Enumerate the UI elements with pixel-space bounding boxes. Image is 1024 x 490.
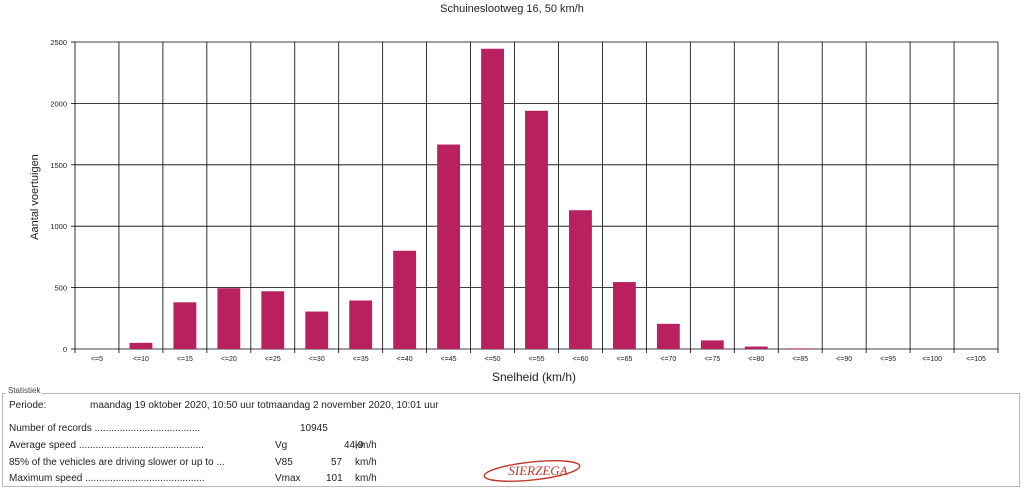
bar (481, 48, 504, 350)
stat-value-records: 10945 (300, 423, 328, 434)
x-tick-label: <=55 (529, 356, 545, 363)
y-tick-label: 2500 (50, 38, 67, 47)
x-tick-label: <=35 (353, 356, 369, 363)
bar (217, 288, 241, 349)
stat-symbol-average: Vg (275, 440, 288, 451)
sierzega-logo: SIERZEGA (483, 460, 581, 482)
stat-symbol-max: Vmax (275, 473, 301, 484)
x-tick-label: <=65 (616, 356, 632, 363)
x-tick-label: <=40 (397, 356, 413, 363)
tick-labels: 0 500 1000 1500 2000 2500 <=5 <=10 <=15 <=20 <=25 <… (50, 38, 986, 363)
stat-value-average: 44,9 (344, 440, 364, 451)
x-tick-label: <=10 (133, 356, 149, 363)
x-tick-label: <=60 (572, 356, 588, 363)
stat-label-records: Number of records ......................… (9, 423, 201, 434)
periode-label: Periode: (9, 400, 47, 411)
statistics-panel (2, 393, 1020, 487)
stat-label-max: Maximum speed ..........................… (9, 473, 205, 484)
x-tick-label: <=45 (441, 356, 457, 363)
stat-unit-average: km/h (355, 440, 377, 451)
x-tick-label: <=50 (485, 356, 501, 363)
x-tick-label: <=30 (309, 356, 325, 363)
bar (305, 311, 329, 349)
bar (656, 323, 680, 349)
x-tick-label: <=95 (880, 356, 896, 363)
stat-symbol-v85: V85 (275, 457, 293, 468)
bar (349, 300, 373, 349)
bar (129, 342, 153, 349)
x-tick-label: <=15 (177, 356, 193, 363)
x-tick-label: <=85 (792, 356, 808, 363)
y-tick-label: 1000 (50, 222, 67, 231)
bar (700, 340, 724, 349)
x-tick-label: <=75 (704, 356, 720, 363)
stat-unit-v85: km/h (355, 457, 377, 468)
y-axis-label: Aantal voertuigen (29, 154, 41, 240)
bar (261, 291, 285, 349)
bar (393, 250, 417, 349)
x-tick-label: <=20 (221, 356, 237, 363)
bar (437, 144, 461, 349)
x-tick-label: <=5 (91, 356, 103, 363)
stat-label-average: Average speed ..........................… (9, 440, 204, 451)
stat-label-v85: 85% of the vehicles are driving slower o… (9, 457, 225, 468)
y-tick-label: 0 (63, 345, 67, 354)
bar (173, 302, 197, 349)
x-tick-label: <=70 (660, 356, 676, 363)
chart-title: Schuineslootweg 16, 50 km/h (440, 3, 584, 15)
bar (525, 110, 548, 349)
grid (71, 41, 999, 353)
x-tick-label: <=100 (922, 356, 942, 363)
bars (129, 48, 812, 350)
x-tick-label: <=80 (748, 356, 764, 363)
y-tick-label: 1500 (50, 161, 67, 170)
speed-histogram-chart: Schuineslootweg 16, 50 km/h Aantal voert… (29, 3, 999, 384)
statistics-legend: Statistiek (6, 386, 43, 395)
stat-value-v85: 57 (331, 457, 343, 468)
y-tick-label: 2000 (50, 99, 67, 108)
x-tick-label: <=90 (836, 356, 852, 363)
bar (569, 210, 592, 349)
bar (612, 282, 636, 349)
stat-value-max: 101 (326, 473, 343, 484)
stat-unit-max: km/h (355, 473, 377, 484)
bar (744, 346, 768, 349)
x-tick-label: <=105 (966, 356, 986, 363)
periode-value: maandag 19 oktober 2020, 10:50 uur totma… (90, 400, 439, 411)
bar (788, 348, 812, 350)
x-axis-label: Snelheid (km/h) (492, 370, 576, 384)
logo-text: SIERZEGA (508, 463, 567, 478)
x-tick-label: <=25 (265, 356, 281, 363)
y-tick-label: 500 (54, 284, 67, 293)
